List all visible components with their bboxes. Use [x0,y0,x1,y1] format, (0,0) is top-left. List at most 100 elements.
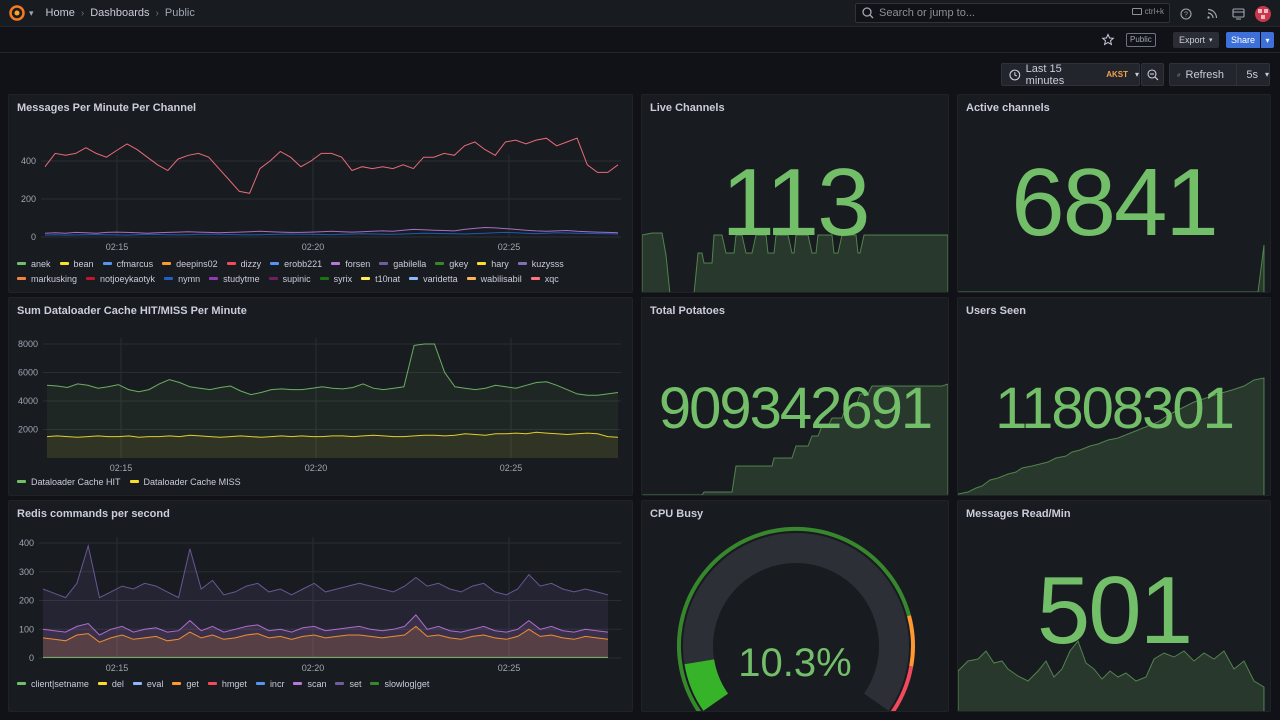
panel-dataloader-cache[interactable]: Sum Dataloader Cache HIT/MISS Per Minute… [8,297,633,496]
gauge-track [683,533,909,711]
legend-item[interactable]: Dataloader Cache HIT [17,474,121,489]
y-tick-label: 200 [19,596,34,606]
share-dropdown-chevron-icon[interactable]: ▾ [1261,32,1274,48]
legend-item[interactable]: get [172,676,199,691]
sparkline-chart [958,244,1265,292]
star-icon[interactable] [1101,33,1115,47]
legend-label: Dataloader Cache MISS [143,476,241,487]
panel-messages-read[interactable]: Messages Read/Min 501 [957,500,1271,712]
legend-item[interactable]: eval [132,676,163,691]
legend-swatch [59,262,69,265]
help-icon[interactable]: ? [1173,0,1199,27]
x-tick-label: 02:15 [106,663,129,673]
breadcrumb-home[interactable]: Home [45,7,75,19]
search-input[interactable]: Search or jump to... ctrl+k [855,3,1170,23]
legend-item[interactable]: client|setname [17,676,89,691]
sparkline-chart [642,232,948,292]
legend-item[interactable]: notjoeykaotyk [86,271,155,286]
legend-item[interactable]: varidetta [409,271,458,286]
legend-item[interactable]: scan [293,676,326,691]
legend-item[interactable]: kuzysss [517,256,564,271]
legend-item[interactable]: hary [477,256,509,271]
panel-cpu-busy[interactable]: CPU Busy 10.3% [641,500,949,712]
x-tick-label: 02:20 [305,463,328,473]
avatar[interactable] [1255,5,1271,22]
stat-value: 501 [1036,557,1193,664]
legend-item[interactable]: dizzy [226,256,261,271]
legend-label: bean [73,258,94,269]
top-icons: ? [1173,0,1280,27]
legend-item[interactable]: t10nat [361,271,400,286]
share-button[interactable]: Share [1226,32,1260,48]
legend-item[interactable]: deepins02 [162,256,218,271]
legend-item[interactable]: del [97,676,124,691]
panel-active-channels[interactable]: Active channels 6841 [957,94,1271,293]
panel-live-channels[interactable]: Live Channels 113 [641,94,949,293]
svg-text:?: ? [1184,11,1188,18]
grafana-logo-icon[interactable] [8,4,26,22]
legend-item[interactable]: set [335,676,361,691]
series-line [44,231,619,236]
series-line [42,614,609,636]
legend-swatch [172,682,182,685]
refresh-picker[interactable]: Refresh 5s ▾ [1169,63,1270,86]
legend-item[interactable]: hmget [207,676,247,691]
zoom-out-button[interactable] [1141,63,1164,86]
legend-item[interactable]: syrix [319,271,352,286]
legend-item[interactable]: Dataloader Cache MISS [129,474,241,489]
time-range-picker[interactable]: Last 15 minutes AKST ▾ [1001,63,1140,87]
zoom-out-icon [1146,68,1158,80]
y-tick-label: 2000 [18,425,38,435]
legend-item[interactable]: cfmarcus [102,256,153,271]
kiosk-mode-icon[interactable] [1225,0,1251,27]
legend-label: t10nat [375,273,401,284]
breadcrumb-dashboards[interactable]: Dashboards [90,7,150,19]
rss-feed-icon[interactable] [1199,0,1225,27]
x-tick-label: 02:25 [498,242,521,252]
legend-swatch [102,262,112,265]
panel-title: Total Potatoes [650,305,725,317]
legend-item[interactable]: incr [255,676,284,691]
legend-swatch [17,262,26,265]
legend-item[interactable]: anek [17,256,51,271]
panel-messages-per-minute[interactable]: Messages Per Minute Per Channel 0 200 400 0… [8,94,633,293]
legend-item[interactable]: wabilisabil [466,271,522,286]
chart-legend: Dataloader Cache HIT Dataloader Cache MIS… [17,474,629,489]
legend-item[interactable]: bean [59,256,94,271]
panel-title: Users Seen [966,305,1026,317]
breadcrumb-public: Public [164,7,195,19]
legend-item[interactable]: studytme [209,271,260,286]
chevron-down-icon[interactable]: ▾ [29,7,34,18]
panel-title: Active channels [966,102,1050,114]
legend-item[interactable]: erobb221 [270,256,322,271]
x-tick-label: 02:25 [498,663,521,673]
series-line [44,137,619,194]
legend-item[interactable]: forsen [331,256,370,271]
legend-swatch [361,277,371,280]
legend-item[interactable]: nymn [164,271,200,286]
y-tick-label: 0 [29,653,34,663]
legend-label: kuzysss [531,258,564,269]
legend-item[interactable]: xqc [530,271,559,286]
legend-swatch [370,682,380,685]
legend-label: studytme [223,273,260,284]
legend-item[interactable]: gkey [435,256,468,271]
y-tick-label: 100 [19,624,34,634]
legend-swatch [409,277,419,280]
legend-item[interactable]: slowlog|get [370,676,429,691]
legend-label: gkey [449,258,469,269]
legend-item[interactable]: supinic [268,271,311,286]
legend-item[interactable]: markusking [17,271,77,286]
export-button[interactable]: Export ▾ [1173,32,1219,48]
panel-users-seen[interactable]: Users Seen 11808301 [957,297,1271,496]
legend-swatch [530,277,540,280]
search-icon [862,7,874,19]
refresh-interval: 5s [1246,68,1258,81]
y-tick-label: 400 [21,156,36,166]
clock-icon [1009,69,1021,80]
legend-swatch [17,682,26,685]
legend-swatch [435,262,445,265]
panel-total-potatoes[interactable]: Total Potatoes 909342691 [641,297,949,496]
panel-redis-commands[interactable]: Redis commands per second 0 100 200 300 400 0… [8,500,633,712]
legend-item[interactable]: gabilella [379,256,426,271]
